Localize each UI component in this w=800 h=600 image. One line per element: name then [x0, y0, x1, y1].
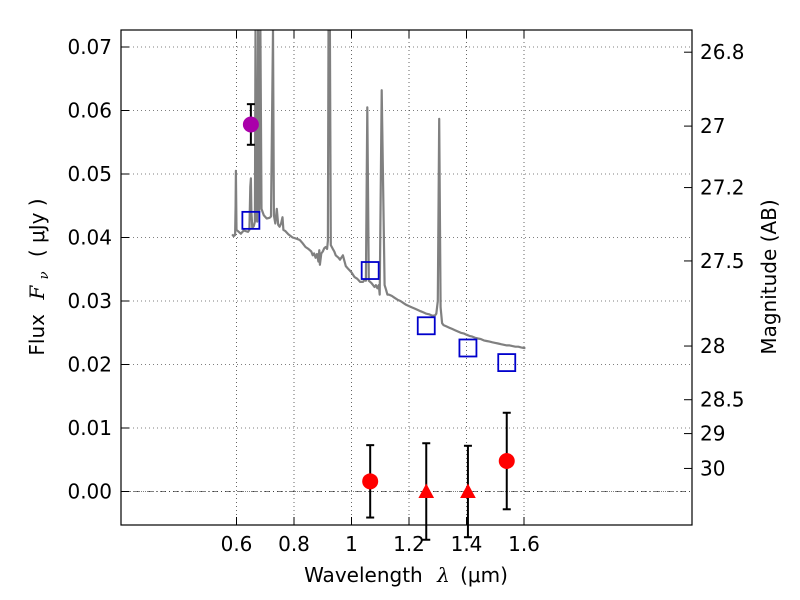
- y-axis-label: Flux F ν ( μJy ): [25, 198, 53, 355]
- x-tick-label: 1.4: [451, 532, 483, 556]
- x-axis-label-symbol: λ: [436, 563, 450, 587]
- y2-tick-label: 28.5: [700, 388, 745, 412]
- detection-marker: [242, 116, 259, 133]
- y-tick-label: 0.06: [67, 99, 112, 123]
- y2-tick-label: 27.5: [700, 249, 745, 273]
- plot-frame: [120, 29, 693, 526]
- x-axis-label: Wavelength λ (μm): [304, 563, 508, 587]
- model-photometry-marker: [241, 210, 261, 230]
- y-axis-label-unit: ( μJy ): [25, 198, 49, 257]
- upper-limit-marker: [418, 483, 435, 498]
- model-photometry: [241, 210, 517, 372]
- y2-tick-label: 28: [700, 334, 725, 358]
- model-photometry-marker: [360, 261, 380, 280]
- y2-axis-label: Magnitude (AB): [757, 199, 781, 354]
- x-tick-label: 1: [345, 532, 358, 556]
- model-photometry-marker: [458, 338, 478, 358]
- y-tick-label: 0.01: [67, 416, 112, 440]
- y-tick-label: 0.00: [67, 480, 112, 504]
- grid: [121, 30, 692, 525]
- axes: [120, 29, 693, 526]
- x-tick-label: 1.6: [508, 532, 540, 556]
- x-tick-label: 0.6: [221, 532, 253, 556]
- y-axis-label-subscript: ν: [37, 271, 52, 279]
- x-tick-label: 1.2: [393, 532, 425, 556]
- y-tick-label: 0.02: [67, 353, 112, 377]
- model-photometry-marker: [416, 316, 436, 336]
- y2-tick-label: 29: [700, 422, 725, 446]
- model-spectrum: [231, 30, 526, 350]
- y-tick-label: 0.07: [67, 35, 112, 59]
- y-tick-label: 0.03: [67, 289, 112, 313]
- y-tick-label: 0.05: [67, 162, 112, 186]
- x-axis-label-unit: (μm): [460, 563, 508, 587]
- model-photometry-marker: [497, 353, 517, 372]
- y-axis-label-symbol: F: [25, 285, 49, 301]
- tick-labels: 0.6 0.8 1 1.2 1.4 1.6 0.00 0.01 0.02 0.03 0.04 0.05…: [67, 35, 744, 556]
- y2-tick-label: 27: [700, 114, 725, 138]
- y2-tick-label: 26.8: [700, 40, 745, 64]
- x-axis-label-text: Wavelength: [304, 563, 423, 587]
- y2-tick-label: 27.2: [700, 176, 745, 200]
- detection-marker: [498, 453, 515, 470]
- spectrum-line: [231, 30, 526, 350]
- detection-marker: [362, 473, 379, 490]
- y2-tick-label: 30: [700, 456, 725, 480]
- y-axis-label-text: Flux: [25, 314, 49, 356]
- upper-limit-marker: [460, 483, 476, 498]
- x-tick-label: 0.8: [278, 532, 310, 556]
- y-tick-label: 0.04: [67, 226, 112, 250]
- observed-photometry: [242, 103, 515, 541]
